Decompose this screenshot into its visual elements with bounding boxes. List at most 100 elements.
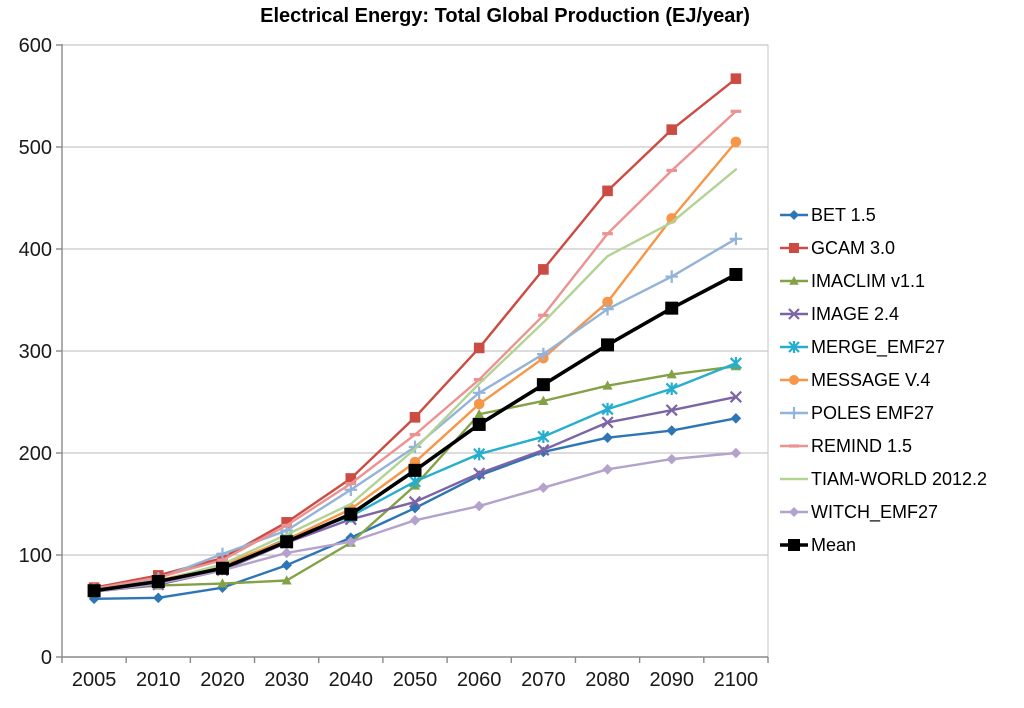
- legend-marker-icon: [780, 477, 808, 481]
- data-point-marker: [151, 575, 165, 589]
- data-point-marker: [280, 535, 294, 549]
- legend-marker-icon: [780, 407, 808, 419]
- data-point-marker: [601, 338, 615, 352]
- data-point-marker: [788, 539, 800, 551]
- x-axis-tick-label: 2020: [200, 669, 245, 691]
- data-point-marker: [473, 447, 486, 461]
- data-point-marker: [789, 210, 799, 220]
- series-line: [92, 168, 738, 591]
- data-point-marker: [538, 264, 549, 275]
- x-axis-tick-label: 2060: [457, 669, 502, 691]
- data-point-marker: [730, 447, 742, 459]
- legend-item-mean: Mean: [779, 535, 987, 555]
- x-axis-tick-label: 2080: [585, 669, 630, 691]
- data-point-marker: [152, 592, 164, 604]
- data-point-marker: [788, 308, 800, 320]
- data-point-marker: [408, 475, 422, 488]
- legend-label: TIAM-WORLD 2012.2: [811, 468, 988, 489]
- legend-label: REMIND 1.5: [811, 435, 913, 456]
- data-point-marker: [665, 404, 678, 417]
- legend-label: MESSAGE V.4: [811, 369, 931, 390]
- data-point-marker: [730, 136, 742, 148]
- data-point-marker: [473, 467, 486, 480]
- data-point-marker: [730, 413, 742, 424]
- x-axis-tick-label: 2100: [714, 669, 759, 691]
- data-point-marker: [408, 440, 422, 454]
- data-point-marker: [789, 507, 799, 517]
- series-tiam-world-2012-2: [92, 168, 738, 591]
- legend-marker-icon: [780, 341, 808, 353]
- data-point-marker: [537, 347, 550, 361]
- legend-item-poles-emf27: POLES EMF27: [779, 403, 987, 423]
- legend-item-merge-emf27: MERGE_EMF27: [779, 337, 987, 357]
- data-point-marker: [729, 390, 742, 403]
- x-axis-tick-label: 2030: [264, 669, 309, 691]
- legend-label: POLES EMF27: [811, 402, 935, 423]
- x-axis-tick-label: 2070: [521, 669, 566, 691]
- legend-item-image-2-4: IMAGE 2.4: [779, 304, 987, 324]
- x-axis-tick-label: 2010: [136, 669, 181, 691]
- series-line: [92, 395, 738, 593]
- data-point-marker: [537, 430, 550, 443]
- legend-marker-icon: [780, 539, 808, 551]
- data-point-marker: [281, 559, 292, 571]
- data-point-marker: [666, 369, 677, 379]
- data-point-marker: [281, 547, 292, 559]
- data-point-marker: [345, 473, 357, 484]
- data-point-marker: [538, 395, 549, 405]
- data-point-marker: [602, 380, 613, 390]
- data-point-marker: [788, 407, 800, 419]
- y-axis-tick-label: 500: [19, 137, 52, 159]
- legend-marker-icon: [780, 444, 808, 448]
- legend-label: Mean: [811, 534, 857, 555]
- series-bet-1-5: [88, 413, 742, 605]
- data-point-marker: [602, 185, 613, 197]
- y-axis-tick-label: 200: [19, 443, 52, 465]
- data-point-marker: [666, 124, 678, 135]
- x-axis-tick-label: 2040: [329, 669, 374, 691]
- y-axis-tick-label: 0: [41, 647, 52, 669]
- y-axis-tick-label: 600: [19, 35, 52, 57]
- data-point-marker: [88, 593, 100, 605]
- series-gcam-3-0: [88, 73, 742, 593]
- legend-marker-icon: [780, 375, 808, 385]
- data-point-marker: [408, 495, 422, 509]
- data-point-marker: [665, 270, 679, 283]
- data-point-marker: [788, 341, 800, 353]
- legend-label: WITCH_EMF27: [811, 501, 939, 522]
- legend-marker-icon: [780, 308, 808, 320]
- data-point-marker: [601, 416, 614, 429]
- data-point-marker: [345, 536, 357, 548]
- legend-item-imaclim-v1-1: IMACLIM v1.1: [779, 271, 987, 291]
- data-point-marker: [472, 417, 486, 431]
- legend-item-remind-1-5: REMIND 1.5: [779, 436, 987, 456]
- data-point-marker: [474, 408, 485, 419]
- legend-marker-icon: [780, 507, 808, 517]
- y-axis-tick-label: 300: [19, 341, 52, 363]
- data-point-marker: [217, 582, 228, 593]
- legend-marker-icon: [780, 276, 808, 285]
- data-point-marker: [215, 561, 229, 575]
- legend-marker-icon: [780, 243, 808, 253]
- chart-legend: BET 1.5 GCAM 3.0 IMACLIM v1.1 IMAGE 2.4 MERG…: [779, 205, 987, 568]
- legend-label: IMAGE 2.4: [811, 303, 900, 324]
- series-mean: [87, 268, 743, 598]
- data-point-marker: [344, 507, 358, 521]
- data-point-marker: [473, 342, 485, 354]
- series-line: [92, 272, 738, 593]
- data-point-marker: [602, 296, 613, 308]
- data-point-marker: [217, 578, 228, 588]
- data-point-marker: [538, 446, 549, 458]
- data-point-marker: [473, 500, 485, 512]
- legend-label: IMACLIM v1.1: [811, 270, 926, 291]
- legend-label: GCAM 3.0: [811, 237, 896, 258]
- y-axis-tick-label: 400: [19, 239, 52, 261]
- data-point-marker: [408, 463, 422, 477]
- legend-label: BET 1.5: [811, 204, 876, 225]
- data-point-marker: [537, 443, 550, 457]
- legend-marker-icon: [780, 210, 808, 220]
- data-point-marker: [281, 575, 292, 585]
- data-point-marker: [789, 276, 799, 285]
